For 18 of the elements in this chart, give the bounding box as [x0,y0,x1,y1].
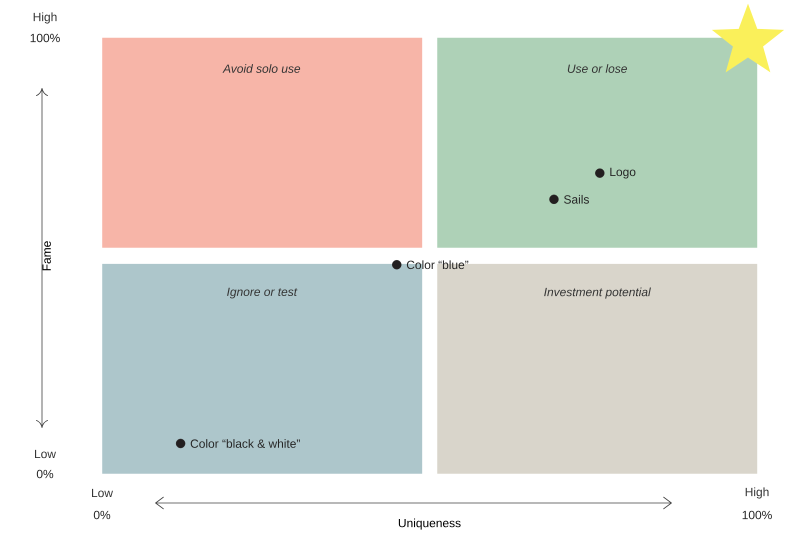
x-axis-title: Uniqueness [398,518,461,530]
point [549,194,559,204]
annotation: Investment potential [544,287,651,299]
text: Low [92,488,113,498]
y-axis-title: Fame [42,241,51,270]
point [176,438,186,448]
text: High [34,12,57,24]
point [392,260,402,270]
data-label: Sails [564,194,589,204]
annotation: Avoid solo use [222,64,300,73]
annotation: Ignore or test [227,288,298,298]
annotation: Use or lose [568,64,627,73]
data-label: Logo [610,168,636,179]
data-label: Color “blue” [406,260,468,270]
text: High [746,487,769,499]
point [595,168,605,178]
text: Low [35,450,56,458]
data-label: Color “black & white” [190,439,300,448]
